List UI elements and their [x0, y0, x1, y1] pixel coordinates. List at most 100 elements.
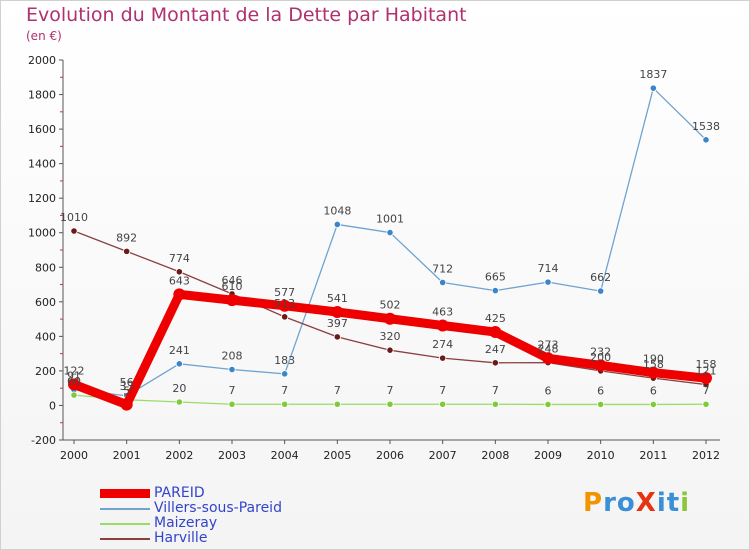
- data-point: [491, 359, 499, 367]
- data-label: 56: [120, 376, 134, 389]
- data-label: 7: [229, 384, 236, 397]
- data-point: [544, 278, 552, 286]
- x-tick-label: 2010: [587, 449, 615, 462]
- y-tick-label: 1000: [28, 227, 56, 240]
- x-tick-label: 2002: [165, 449, 193, 462]
- data-point: [70, 391, 78, 399]
- data-point: [436, 319, 449, 332]
- x-tick-label: 2011: [639, 449, 667, 462]
- data-point: [542, 352, 554, 365]
- legend-label: PAREID: [154, 485, 205, 501]
- y-tick-label: 0: [49, 399, 56, 412]
- chart-subtitle: (en €): [26, 29, 62, 43]
- data-label: 6: [545, 384, 552, 397]
- legend-item: Villers-sous-Pareid: [100, 500, 360, 516]
- logo-letter: i: [656, 488, 667, 518]
- data-point: [333, 333, 341, 341]
- data-label: 7: [387, 384, 394, 397]
- y-tick-label: 400: [35, 330, 56, 343]
- data-label: 241: [169, 344, 190, 357]
- data-label: 121: [696, 365, 717, 378]
- data-label: 200: [590, 351, 611, 364]
- x-tick-label: 2003: [218, 449, 246, 462]
- data-label: 1001: [376, 213, 404, 226]
- data-point: [278, 299, 291, 312]
- legend-swatch: [100, 489, 150, 498]
- data-label: 5: [123, 385, 130, 398]
- data-point: [649, 400, 657, 409]
- data-point: [439, 400, 447, 408]
- data-point: [226, 294, 238, 307]
- data-label: 91: [67, 370, 81, 383]
- data-label: 190: [643, 353, 664, 366]
- data-point: [544, 400, 552, 409]
- data-point: [120, 398, 133, 411]
- data-point: [228, 365, 236, 374]
- data-label: 610: [222, 280, 243, 293]
- x-tick-label: 2009: [534, 449, 562, 462]
- y-tick-label: 800: [35, 261, 56, 274]
- data-label: 502: [380, 299, 401, 312]
- x-tick-label: 2000: [60, 449, 88, 462]
- data-label: 714: [538, 262, 559, 275]
- data-point: [68, 378, 80, 391]
- x-tick-label: 2008: [481, 449, 509, 462]
- data-label: 33: [120, 380, 134, 393]
- data-label: 273: [538, 338, 559, 351]
- logo-letter: X: [635, 488, 657, 518]
- data-point: [228, 400, 236, 408]
- logo-letter: P: [583, 488, 604, 518]
- data-point: [491, 286, 499, 295]
- y-tick-label: 1600: [28, 123, 56, 136]
- data-point: [70, 227, 78, 235]
- y-tick-label: 1400: [28, 158, 56, 171]
- proxiti-logo: ProXiti: [583, 488, 690, 518]
- logo-letter: i: [680, 488, 691, 518]
- chart-legend: PAREID Villers-sous-Pareid Maizeray Harvill…: [100, 485, 360, 546]
- data-point: [702, 400, 710, 408]
- data-label: 7: [492, 384, 499, 397]
- data-point: [649, 84, 657, 92]
- data-label: 892: [116, 231, 137, 244]
- data-point: [439, 278, 447, 287]
- data-label: 662: [590, 271, 611, 284]
- data-label: 20: [172, 382, 186, 395]
- data-label: 646: [222, 274, 243, 287]
- data-point: [594, 359, 607, 372]
- x-tick-label: 2005: [323, 449, 351, 462]
- data-label: 7: [281, 384, 288, 397]
- data-point: [384, 312, 396, 325]
- data-label: 247: [485, 343, 506, 356]
- data-label: 665: [485, 271, 506, 284]
- data-label: 158: [643, 358, 664, 371]
- data-label: 320: [380, 330, 401, 343]
- data-point: [491, 400, 499, 408]
- data-point: [333, 220, 341, 229]
- legend-item: PAREID: [100, 485, 360, 501]
- data-point: [702, 136, 710, 144]
- data-point: [700, 372, 712, 385]
- data-point: [175, 268, 183, 276]
- logo-letter: t: [666, 488, 681, 518]
- legend-label: Harville: [154, 530, 208, 546]
- data-label: 6: [597, 384, 604, 397]
- data-point: [173, 288, 186, 301]
- data-label: 1010: [60, 211, 88, 224]
- data-label: 712: [432, 262, 453, 275]
- y-tick-label: 1800: [28, 89, 56, 102]
- data-label: 774: [169, 252, 190, 265]
- data-label: 232: [590, 345, 611, 358]
- data-label: 1538: [692, 120, 720, 133]
- legend-swatch: [100, 508, 150, 510]
- x-tick-label: 2001: [113, 449, 141, 462]
- data-label: 248: [538, 343, 559, 356]
- y-tick-label: 2000: [28, 54, 56, 67]
- logo-letter: r: [603, 488, 617, 518]
- data-point: [123, 247, 131, 255]
- x-tick-label: 2007: [429, 449, 457, 462]
- data-point: [597, 400, 605, 409]
- data-label: 7: [334, 384, 341, 397]
- data-label: 158: [696, 358, 717, 371]
- chart-title: Evolution du Montant de la Dette par Hab…: [26, 4, 467, 26]
